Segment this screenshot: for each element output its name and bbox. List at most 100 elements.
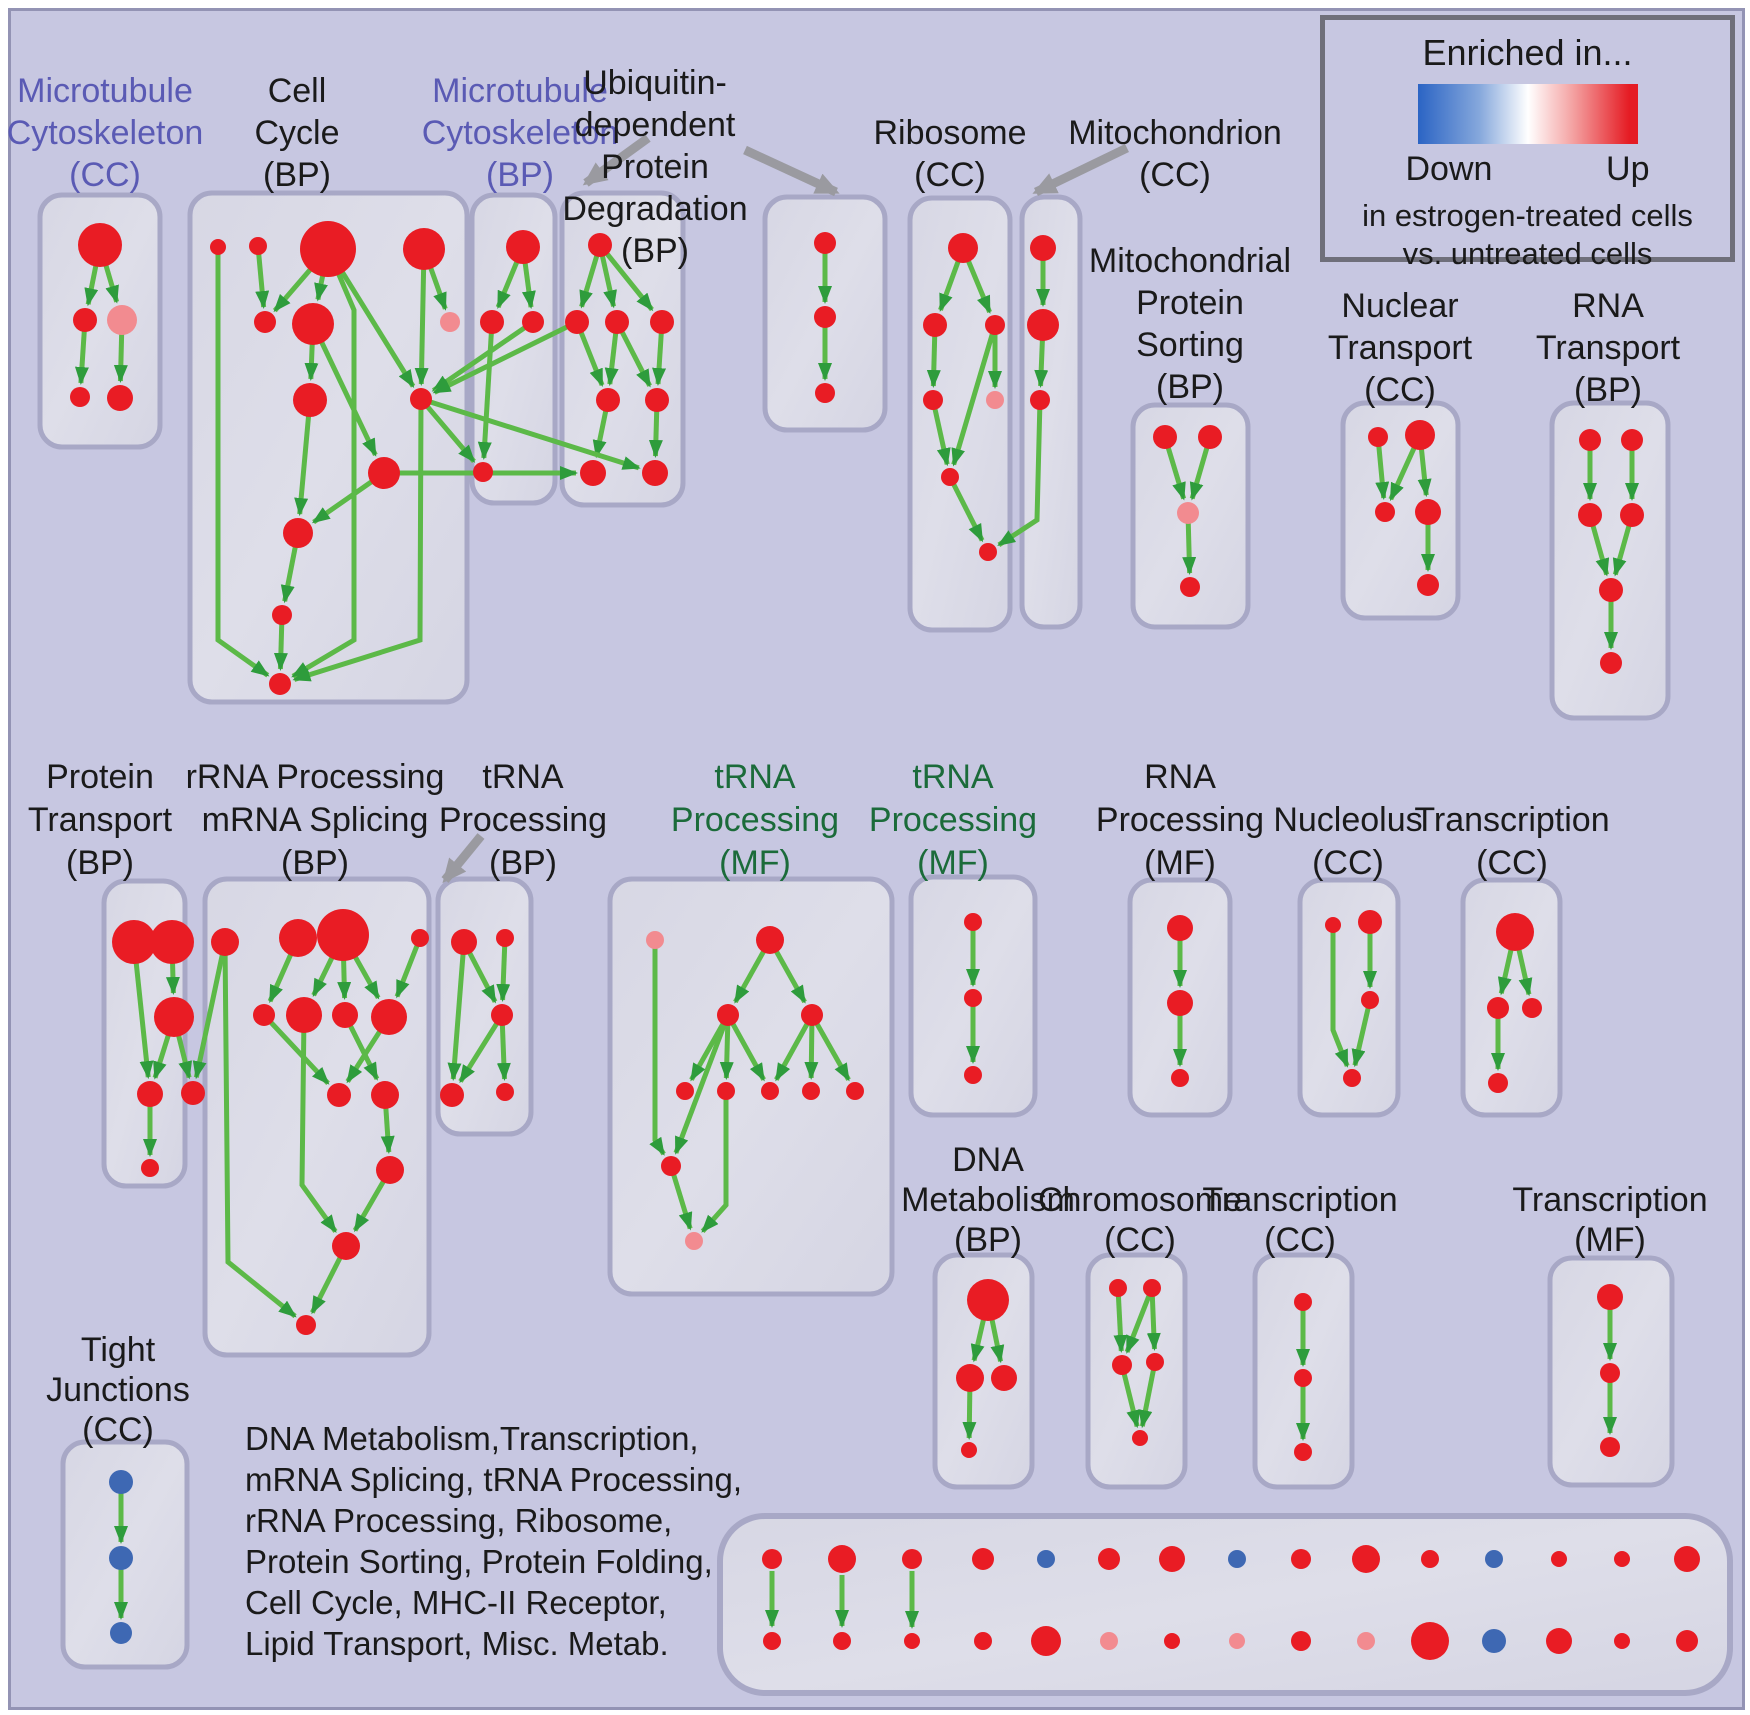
go-term-node [979,543,997,561]
go-term-node [1522,998,1542,1018]
go-term-node [154,997,194,1037]
go-term-node [269,673,291,695]
go-term-node [107,385,133,411]
label-pointer-arrow [743,145,840,197]
legend-title: Enriched in... [1422,32,1633,73]
edge-arrow [1124,1287,1155,1354]
go-term-node [961,1442,977,1458]
cluster-label-chrom: Chromosome (CC) [1037,1181,1243,1259]
go-term-node [150,920,194,964]
go-term-node [1417,574,1439,596]
go-term-node [1325,917,1341,933]
note-line: Cell Cycle, MHC-II Receptor, [245,1584,667,1621]
go-term-node [211,928,239,956]
cluster-label-mito: Mitochondrion (CC) [1068,114,1282,194]
go-term-node [596,388,620,412]
go-term-node [717,1082,735,1100]
cluster-label-rnap_mf: RNA Processing (MF) [1095,758,1265,882]
cluster-box-mc_cc [37,192,163,450]
go-term-node [1294,1369,1312,1387]
edge-arrow [1113,1287,1128,1354]
go-term-node [1614,1551,1630,1567]
cluster-label-tmf: Transcription (MF) [1512,1181,1708,1259]
go-term-node [761,1082,779,1100]
go-term-node [107,305,137,335]
edge-arrow [447,941,467,1082]
go-term-node [1411,1622,1449,1660]
legend-gradient-bar [1417,84,1638,144]
go-term-node [1496,913,1534,951]
go-term-node [410,388,432,410]
go-term-node [645,388,669,412]
go-term-node [1485,1550,1503,1568]
note-line: Lipid Transport, Misc. Metab. [245,1625,669,1662]
go-term-node [964,989,982,1007]
cluster-label-trna_bp: tRNA Processing (BP) [438,758,608,882]
go-term-node [986,391,1004,409]
edge-arrow [414,248,429,387]
go-term-node [286,997,322,1033]
edge-arrow [951,324,998,467]
go-term-node [1146,1353,1164,1371]
cluster-label-tcc1: Transcription (CC) [1414,801,1610,882]
cluster-box-chrom [1085,1252,1188,1490]
cluster-label-trna_mf2: tRNA Processing (MF) [868,758,1038,882]
go-term-node [904,1633,920,1649]
go-term-node [440,312,460,332]
go-term-node [327,1083,351,1107]
cluster-label-ub: Ubiquitin-dependent Protein Degradation (BP… [562,64,748,270]
go-term-node [110,1622,132,1644]
note-line: mRNA Splicing, tRNA Processing, [245,1461,743,1498]
go-term-node [496,1083,514,1101]
go-term-node [1112,1355,1132,1375]
go-term-node [967,1279,1009,1321]
go-term-node [1294,1293,1312,1311]
edge-arrow [1138,1361,1158,1429]
go-term-node [1621,429,1643,451]
go-term-node [371,1081,399,1109]
go-term-node [1164,1633,1180,1649]
go-term-node [902,1549,922,1569]
edge-arrow [255,245,270,310]
go-term-node [283,518,313,548]
go-term-node [1358,910,1382,934]
label-pointer-arrow [582,134,651,187]
go-term-node [1100,1632,1118,1650]
go-term-node [1405,420,1435,450]
go-term-node [580,460,606,486]
go-term-node [605,310,629,334]
go-term-node [1167,915,1193,941]
go-term-node [73,308,97,332]
go-term-node [210,239,226,255]
go-term-node [300,221,356,277]
go-term-node [756,926,784,954]
go-term-node [332,1002,358,1028]
go-term-node [254,311,276,333]
go-term-node [1143,1279,1161,1297]
legend-up-label: Up [1606,150,1650,188]
cluster-label-rt: RNA Transport (BP) [1535,287,1681,409]
go-term-node [141,1159,159,1177]
legend: Enriched in... Down Up in estrogen-treat… [1320,15,1735,271]
go-term-node [923,313,947,337]
legend-subtitle-line1: in estrogen-treated cells [1362,198,1693,233]
go-term-node [137,1081,163,1107]
cluster-label-tj: Tight Junctions (CC) [46,1331,190,1449]
go-term-node [279,919,317,957]
go-term-node [650,310,674,334]
cluster-label-dnam: DNA Metabolism (BP) [901,1141,1075,1259]
cluster-box-rrna [202,876,432,1358]
edge-arrow [1375,436,1390,501]
go-term-node [1098,1548,1120,1570]
go-term-node [1415,499,1441,525]
go-term-node [1600,652,1622,674]
edge-arrow [262,1013,330,1086]
go-term-node [974,1632,992,1650]
edge-arrow [294,399,313,517]
go-term-node [480,310,504,334]
cluster-label-mc_bp: Microtubule Cytoskeleton (BP) [421,72,619,194]
edge-arrow [649,940,666,1156]
edge-arrow [310,322,378,457]
